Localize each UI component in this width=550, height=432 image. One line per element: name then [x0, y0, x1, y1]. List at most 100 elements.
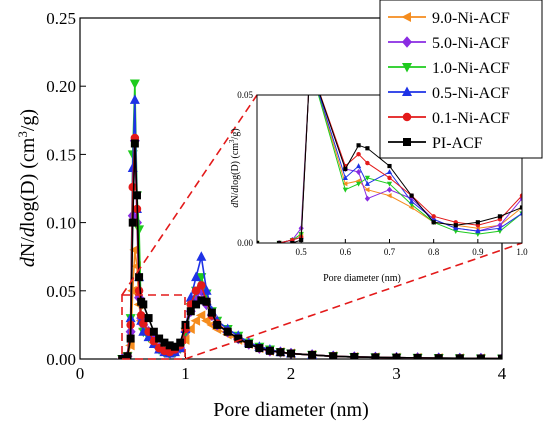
- inset-data-point: [365, 146, 370, 151]
- inset-data-point: [307, 63, 312, 68]
- x-axis-title: Pore diameter (nm): [213, 399, 369, 421]
- inset-data-point: [475, 220, 480, 225]
- inset-data-point: [364, 187, 370, 193]
- data-point: [190, 315, 201, 326]
- inset-data-point: [356, 151, 361, 157]
- inset-data-point: [453, 229, 459, 235]
- y-tick-label: 0.15: [46, 145, 76, 164]
- data-point: [202, 297, 211, 306]
- data-point: [128, 218, 137, 227]
- inset-data-point: [387, 163, 392, 169]
- y-tick-label: 0.00: [46, 350, 76, 369]
- data-point: [165, 341, 174, 350]
- x-tick-label: 1: [181, 364, 190, 383]
- inset-series-group: [257, 62, 522, 243]
- inset-data-point: [408, 202, 415, 208]
- y-tick-label: 0.05: [46, 282, 76, 301]
- inset-data-point: [475, 232, 481, 237]
- inset-data-point: [519, 210, 522, 216]
- legend-box: [379, 0, 543, 159]
- legend-marker: [402, 86, 412, 96]
- x-tick-label: 2: [287, 364, 296, 383]
- inset-data-point: [342, 187, 348, 193]
- legend-label: 5.0-Ni-ACF: [432, 35, 510, 52]
- data-point: [234, 334, 243, 343]
- inset-data-point: [475, 228, 481, 234]
- inset-data-point: [364, 175, 371, 181]
- inset-y-axis-title: dN/dlog(D) (cm3/g): [228, 128, 241, 207]
- inset-data-point: [356, 143, 361, 148]
- data-point: [185, 323, 195, 334]
- y-axis-title: dN/dlog(D) (cm3/g): [15, 109, 39, 267]
- inset-data-point: [307, 63, 312, 68]
- data-point: [455, 354, 464, 359]
- inset-y-tick-label: 0.00: [237, 238, 253, 248]
- legend-label: 0.1-Ni-ACF: [432, 110, 510, 127]
- inset-data-point: [408, 198, 415, 204]
- data-point: [144, 314, 153, 323]
- inset-data-point: [497, 214, 502, 219]
- inset-x-tick-label: 0.7: [384, 247, 396, 257]
- data-point: [244, 339, 253, 348]
- data-point: [434, 354, 443, 359]
- data-point: [130, 139, 139, 148]
- inset-data-point: [431, 214, 436, 219]
- data-point: [170, 342, 179, 351]
- inset-data-point: [519, 205, 522, 210]
- legend-label: 0.5-Ni-ACF: [432, 85, 510, 102]
- legend-marker: [402, 112, 412, 122]
- data-point: [197, 281, 206, 290]
- data-point: [118, 355, 127, 359]
- data-point: [196, 251, 207, 261]
- data-point: [134, 225, 145, 235]
- inset-data-point: [355, 168, 362, 175]
- inset-data-point: [431, 220, 436, 225]
- data-point: [308, 350, 317, 359]
- inset-x-tick-label: 0.6: [340, 247, 352, 257]
- y-tick-label: 0.25: [46, 9, 76, 28]
- inset-data-point: [408, 195, 415, 202]
- legend-marker: [402, 63, 412, 73]
- inset-axes: 0.5 0.6 0.7 0.8 0.9 1.0 0.00 0.05: [237, 90, 528, 257]
- data-point: [476, 354, 485, 359]
- inset-data-point: [386, 186, 393, 193]
- inset-data-point: [342, 175, 348, 180]
- legend-label: PI-ACF: [432, 135, 483, 152]
- data-point: [413, 353, 422, 359]
- zoom-line-top: [121, 94, 258, 296]
- x-tick-label: 0: [76, 364, 85, 383]
- inset-data-point: [453, 225, 459, 231]
- data-point: [201, 315, 211, 326]
- data-point: [197, 296, 206, 305]
- data-point: [123, 352, 132, 359]
- data-point: [265, 346, 274, 355]
- inset-data-point: [497, 222, 503, 229]
- data-point: [191, 271, 202, 282]
- inset-data-point: [257, 240, 260, 243]
- main-series-group: [116, 79, 502, 359]
- inset-data-point: [519, 193, 522, 198]
- inset-data-point: [365, 160, 370, 166]
- data-point: [129, 244, 139, 255]
- data-point: [160, 338, 169, 347]
- zoom-box: [121, 294, 186, 360]
- inset-data-point: [408, 204, 414, 211]
- inset-x-axis-title: Pore diameter (nm): [323, 273, 401, 284]
- inset-data-point: [355, 163, 362, 169]
- zoom-indicator: [121, 94, 523, 360]
- inset-x-tick-label: 1.0: [516, 247, 528, 257]
- inset-data-point: [307, 62, 312, 68]
- data-point: [276, 348, 285, 357]
- data-point: [255, 344, 264, 353]
- data-point: [223, 327, 232, 336]
- data-point: [192, 300, 201, 309]
- inset-data-point: [277, 240, 282, 243]
- data-point: [126, 334, 135, 343]
- inset-data-point: [387, 175, 392, 181]
- zoom-line-bottom: [184, 242, 523, 360]
- data-point: [176, 338, 185, 347]
- inset-data-point: [343, 166, 348, 172]
- data-point: [186, 307, 195, 316]
- x-tick-label: 3: [392, 364, 401, 383]
- data-point: [134, 286, 144, 296]
